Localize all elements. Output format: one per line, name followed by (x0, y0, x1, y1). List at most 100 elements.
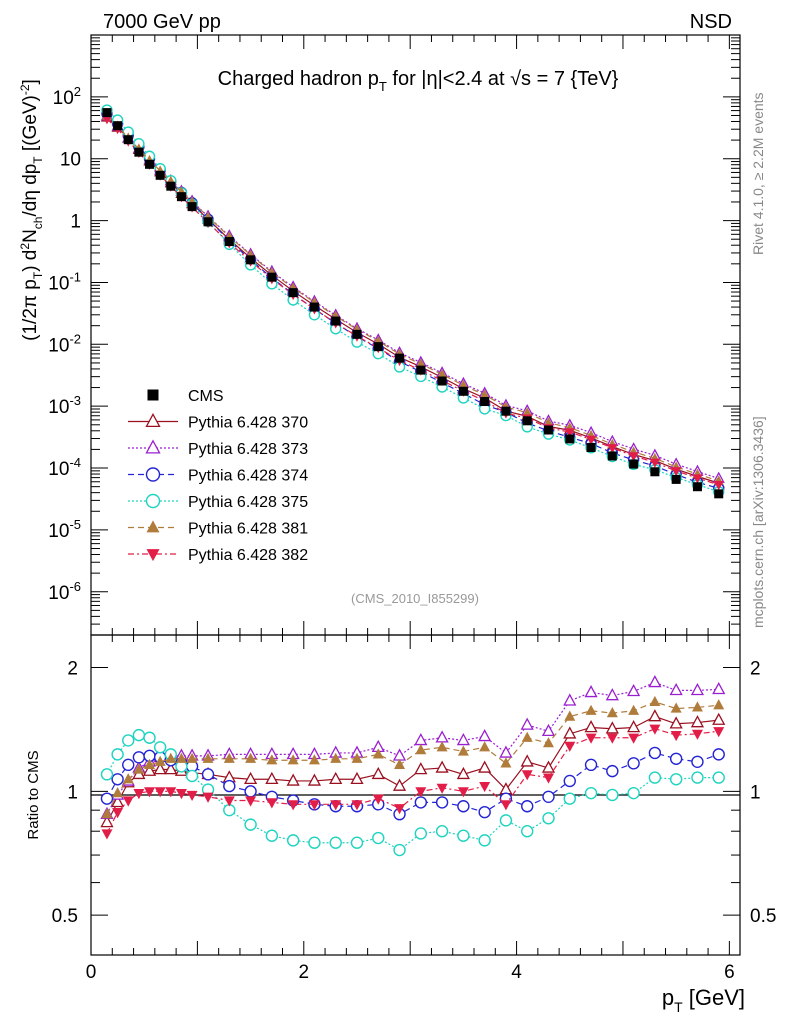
cms-data-point (586, 443, 596, 453)
ratio-series-point (144, 787, 156, 798)
ratio-series-point (648, 675, 662, 688)
ratio-series-point (308, 836, 321, 849)
ratio-series-point (371, 766, 385, 780)
main-ytick-label: 10-3 (48, 393, 81, 418)
ratio-series-point (133, 789, 145, 800)
ratio-ytick-label-right: 2 (750, 659, 761, 680)
ratio-series-point (606, 733, 618, 744)
legend-label: CMS (188, 388, 224, 405)
cms-data-point (480, 397, 490, 407)
ratio-series-point (265, 829, 279, 842)
rivet-label: Rivet 4.1.0, ≥ 2.2M events (750, 92, 766, 255)
cms-data-point (629, 459, 639, 469)
ratio-series-point (164, 762, 178, 775)
x-axis-label: pT [GeV] (662, 985, 745, 1015)
ratio-series-point (287, 754, 299, 765)
ratio-series-point (563, 774, 576, 788)
ratio-series-point (122, 734, 135, 747)
ratio-series-point (351, 752, 363, 763)
ratio-series-point (133, 763, 145, 774)
ratio-series-point (101, 829, 113, 840)
ratio-series-point (479, 741, 491, 752)
legend-marker (145, 493, 161, 509)
ratio-series-point (690, 715, 705, 728)
ratio-series-point (392, 778, 407, 791)
main-series-point (415, 358, 426, 368)
legend-entry: Pythia 6.428 373 (128, 439, 308, 458)
ratio-series-point (669, 682, 683, 696)
ratio-series-point (606, 788, 619, 802)
ratio-series-point (584, 685, 598, 698)
ratio-series-point (244, 818, 257, 831)
ratio-series-point (542, 773, 554, 784)
ratio-series-point (350, 771, 364, 785)
ratio-series-point (563, 726, 577, 739)
legend-label: Pythia 6.428 370 (188, 415, 308, 432)
legend-entry: CMS (147, 388, 224, 405)
ratio-series-point (521, 770, 533, 781)
ratio-series-point (143, 731, 156, 744)
ratio-series-point (165, 752, 177, 763)
ratio-series-point (605, 688, 619, 701)
ratio-ytick-label-left: 2 (67, 659, 78, 680)
main-plot-frame (90, 34, 741, 636)
ratio-series-point (111, 748, 124, 761)
ratio-series-point (414, 762, 428, 775)
ratio-series-point (308, 800, 320, 811)
ratio-series-point (122, 796, 134, 807)
ratio-series-point (457, 745, 469, 756)
ratio-series-line (106, 734, 719, 851)
ratio-series-point (243, 771, 258, 785)
ratio-series-point (111, 773, 124, 786)
ratio-series-point (713, 727, 725, 738)
ratio-series-point (330, 752, 342, 763)
cms-data-point (155, 170, 165, 180)
ratio-series-point (100, 792, 114, 805)
process-label: NSD (690, 11, 732, 33)
mcplots-label: mcplots.cern.ch [arXiv:1306.3436] (750, 416, 766, 628)
cms-data-point (246, 255, 256, 265)
main-series-line (106, 115, 719, 482)
ratio-series-point (563, 792, 576, 805)
main-ytick-label: 10-5 (48, 517, 81, 542)
ratio-series-point (648, 771, 662, 784)
ratio-series-point (627, 720, 641, 733)
legend-entry: Pythia 6.428 382 (128, 547, 308, 564)
ratio-series-point (478, 729, 492, 742)
ratio-series-point (564, 710, 576, 721)
ratio-series-point (713, 699, 725, 710)
cms-data-point (203, 217, 213, 227)
cms-data-point (267, 272, 277, 282)
ratio-series-point (394, 758, 406, 769)
ratio-series-point (542, 737, 554, 748)
energy-label: 7000 GeV pp (103, 11, 221, 33)
ratio-series-point (628, 704, 640, 715)
ratio-series-point (265, 771, 279, 785)
ratio-series-point (521, 731, 533, 742)
cms-data-point (113, 121, 123, 131)
legend-marker (145, 439, 161, 454)
ratio-series-point (541, 723, 556, 737)
ratio-series-point (393, 843, 406, 857)
ratio-series-point (627, 683, 641, 697)
ratio-series-point (628, 733, 640, 744)
main-series-layer (100, 104, 725, 499)
ratio-axis-ticks (90, 635, 740, 956)
main-series-line (106, 118, 719, 486)
xtick-label: 0 (86, 962, 97, 983)
ratio-series-point (456, 766, 470, 780)
legend-entry: Pythia 6.428 375 (128, 493, 308, 511)
main-series-line (106, 116, 719, 484)
title-part-2: T (379, 79, 387, 94)
ratio-series-point (372, 748, 384, 759)
x-tick-labels: 0 2 4 6 (86, 962, 735, 983)
ratio-series-point (605, 721, 619, 734)
cms-data-point (123, 135, 133, 145)
cms-data-point (176, 192, 186, 202)
ratio-series-point (690, 682, 705, 696)
cms-data-point (543, 425, 553, 435)
ratio-series-point (223, 796, 235, 807)
cms-data-point (714, 489, 724, 499)
ratio-series-point (244, 785, 257, 798)
ratio-series-point (415, 744, 427, 755)
